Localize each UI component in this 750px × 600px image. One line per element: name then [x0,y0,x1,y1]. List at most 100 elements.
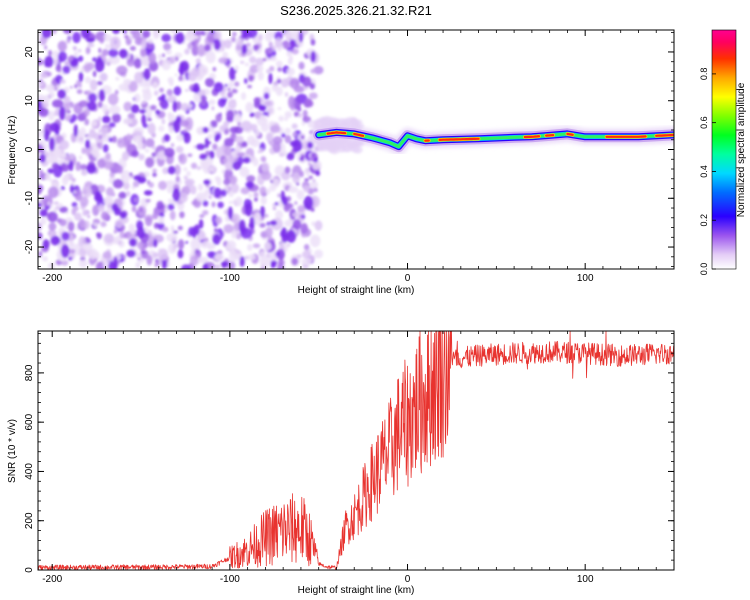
noise-speckle-strong [242,156,251,164]
noise-speckle [262,58,267,62]
noise-speckle [116,65,128,76]
noise-speckle [95,261,106,269]
noise-speckle [174,164,181,176]
noise-speckle-strong [275,251,281,257]
noise-speckle-strong [174,32,185,45]
noise-speckle [266,68,271,74]
noise-speckle [59,218,67,227]
noise-speckle [169,210,176,221]
noise-speckle [42,256,49,262]
noise-speckle-strong [86,101,97,111]
noise-speckle [78,218,86,229]
noise-speckle [117,165,124,174]
noise-speckle [64,86,70,94]
noise-speckle [223,224,234,234]
noise-speckle [304,98,313,107]
noise-speckle [89,79,98,91]
noise-speckle [110,36,121,50]
noise-speckle [259,115,265,121]
noise-speckle [101,126,109,135]
noise-speckle [210,165,216,173]
noise-speckle-strong [86,164,97,174]
noise-speckle [140,58,150,67]
noise-speckle-strong [44,55,54,68]
noise-speckle [157,261,160,266]
noise-speckle [276,248,285,260]
noise-speckle [123,101,132,112]
noise-speckle [133,57,142,69]
noise-speckle [165,49,173,55]
noise-speckle [224,83,228,87]
noise-speckle [240,187,250,195]
noise-speckle [124,34,129,39]
noise-speckle [108,122,116,128]
noise-speckle [88,248,98,260]
noise-speckle [147,122,156,135]
noise-speckle [48,222,57,231]
noise-speckle [213,187,222,199]
noise-speckle [61,260,69,266]
noise-speckle [226,109,235,121]
noise-speckle [108,55,120,65]
noise-speckle [219,125,225,132]
noise-speckle [166,232,178,243]
noise-speckle [228,249,238,263]
noise-speckle [108,137,114,143]
noise-speckle [272,207,277,211]
colorbar-gradient [711,29,737,270]
noise-speckle [145,138,155,148]
noise-speckle [173,243,179,249]
noise-speckle-strong [239,256,245,267]
noise-speckle [51,99,64,108]
noise-speckle [173,230,178,234]
spectrogram-y-tick-label: 20 [24,46,35,58]
noise-speckle [114,219,124,229]
noise-speckle [184,178,195,186]
noise-speckle [97,158,106,169]
noise-speckle [101,48,109,57]
noise-speckle [173,86,182,96]
noise-speckle-strong [228,67,236,81]
noise-speckle [191,200,198,206]
noise-speckle [302,116,312,123]
noise-speckle [240,60,245,64]
noise-speckle [158,216,165,224]
noise-speckle [73,51,78,58]
noise-speckle [115,76,120,81]
noise-speckle [259,222,266,228]
noise-speckle-strong [209,150,215,160]
noise-speckle [231,88,238,94]
noise-speckle [277,107,282,111]
noise-speckle [38,222,42,232]
noise-speckle-strong [214,134,219,142]
noise-speckle [95,147,100,153]
noise-speckle [49,148,59,161]
noise-speckle-strong [58,106,66,121]
noise-speckle [98,134,103,140]
noise-speckle [154,90,159,96]
noise-speckle [93,222,98,227]
noise-speckle [53,201,59,205]
noise-speckle [249,56,257,64]
snr-y-tick-label: 0 [24,567,35,573]
noise-speckle [56,84,60,90]
noise-speckle [186,170,191,177]
noise-speckle [69,118,75,124]
noise-speckle-strong [198,219,204,229]
noise-speckle [298,61,305,70]
noise-speckle-strong [60,244,70,258]
noise-speckle [99,36,105,44]
noise-speckle [308,175,313,180]
noise-speckle [98,129,102,134]
noise-speckle [75,165,81,172]
noise-speckle [58,69,62,73]
noise-speckle [303,185,310,193]
ridge-red-core [326,131,347,135]
noise-speckle-strong [195,143,206,151]
spectrogram-x-tick-label: -100 [220,273,240,284]
noise-speckle [103,196,112,206]
spectrogram-plot-area [38,30,674,269]
noise-speckle-strong [39,153,46,163]
noise-speckle [162,167,169,175]
colorbar-tick-label: 0.4 [699,165,709,178]
